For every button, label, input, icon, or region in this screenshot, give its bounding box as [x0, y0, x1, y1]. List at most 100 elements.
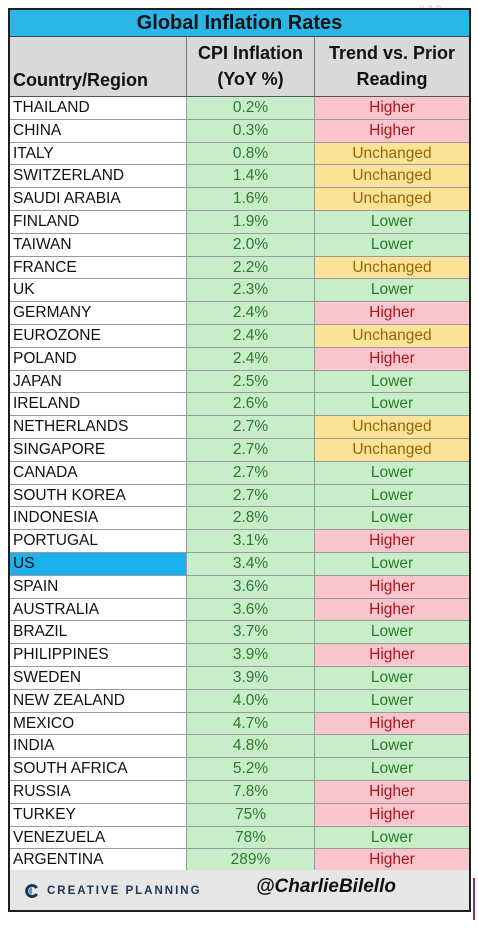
cell-trend: Unchanged — [315, 324, 469, 347]
cell-trend: Higher — [315, 803, 469, 826]
cell-country: SOUTH AFRICA — [10, 758, 187, 780]
brand-logo: CREATIVE PLANNING — [24, 883, 202, 899]
table-row: SOUTH KOREA 2.7% Lower — [10, 484, 469, 508]
table-body: THAILAND 0.2% Higher CHINA 0.3% Higher ITALY 0.… — [10, 97, 469, 873]
cell-trend: Higher — [315, 644, 469, 666]
cell-country: SINGAPORE — [10, 438, 187, 461]
cell-cpi: 2.4% — [187, 324, 315, 347]
table-title: Global Inflation Rates — [10, 10, 469, 37]
cell-country: SWITZERLAND — [10, 165, 187, 188]
cell-trend: Higher — [315, 530, 469, 552]
cell-trend: Higher — [315, 119, 469, 142]
cell-country: NEW ZEALAND — [10, 689, 187, 712]
cell-trend: Higher — [315, 780, 469, 803]
cell-cpi: 2.7% — [187, 416, 315, 438]
cell-country: BRAZIL — [10, 621, 187, 644]
cell-country: FRANCE — [10, 256, 187, 279]
cell-cpi: 4.0% — [187, 689, 315, 712]
table-row: PORTUGAL 3.1% Higher — [10, 530, 469, 553]
cell-country: INDIA — [10, 735, 187, 758]
cell-cpi: 5.2% — [187, 758, 315, 780]
cell-country: SWEDEN — [10, 666, 187, 689]
cell-trend: Lower — [315, 279, 469, 302]
cell-country: INDONESIA — [10, 507, 187, 530]
cell-country: PHILIPPINES — [10, 644, 187, 666]
cell-cpi: 3.4% — [187, 552, 315, 575]
cell-cpi: 7.8% — [187, 780, 315, 803]
table-row: TURKEY 75% Higher — [10, 803, 469, 827]
cell-trend: Lower — [315, 461, 469, 484]
cell-cpi: 1.4% — [187, 165, 315, 188]
cell-country: VENEZUELA — [10, 826, 187, 849]
edge-marker — [473, 878, 475, 920]
table-row: RUSSIA 7.8% Higher — [10, 780, 469, 804]
table-row: PHILIPPINES 3.9% Higher — [10, 644, 469, 667]
cell-trend: Higher — [315, 712, 469, 735]
cell-trend: Lower — [315, 552, 469, 575]
cell-country: TAIWAN — [10, 233, 187, 256]
table-row: IRELAND 2.6% Lower — [10, 393, 469, 417]
cell-trend: Higher — [315, 97, 469, 119]
cell-cpi: 2.7% — [187, 484, 315, 507]
table-row: EUROZONE 2.4% Unchanged — [10, 324, 469, 348]
cell-trend: Lower — [315, 484, 469, 507]
cell-cpi: 1.9% — [187, 210, 315, 233]
cell-cpi: 2.7% — [187, 438, 315, 461]
cell-trend: Higher — [315, 302, 469, 324]
table-row: FINLAND 1.9% Lower — [10, 210, 469, 234]
table-row: TAIWAN 2.0% Lower — [10, 233, 469, 257]
cell-cpi: 78% — [187, 826, 315, 849]
cell-country: US — [10, 552, 187, 575]
cell-country: JAPAN — [10, 370, 187, 393]
cell-cpi: 2.4% — [187, 302, 315, 324]
header-cpi: CPI Inflation (YoY %) — [187, 37, 315, 97]
cell-cpi: 4.8% — [187, 735, 315, 758]
header-cpi-line1: CPI Inflation — [198, 43, 303, 63]
table-row: SINGAPORE 2.7% Unchanged — [10, 438, 469, 462]
cell-trend: Unchanged — [315, 142, 469, 165]
cell-country: SAUDI ARABIA — [10, 188, 187, 210]
table-row: MEXICO 4.7% Higher — [10, 712, 469, 736]
cell-cpi: 2.6% — [187, 393, 315, 416]
table-row: NEW ZEALAND 4.0% Lower — [10, 689, 469, 713]
cell-cpi: 0.2% — [187, 97, 315, 119]
cell-trend: Unchanged — [315, 416, 469, 438]
cell-country: THAILAND — [10, 97, 187, 119]
cell-cpi: 2.4% — [187, 347, 315, 370]
creative-planning-logo-icon — [25, 884, 38, 898]
cell-cpi: 3.1% — [187, 530, 315, 552]
cell-trend: Lower — [315, 370, 469, 393]
cell-trend: Lower — [315, 233, 469, 256]
table-row: VENEZUELA 78% Lower — [10, 826, 469, 850]
table-row: NETHERLANDS 2.7% Unchanged — [10, 416, 469, 439]
cell-cpi: 4.7% — [187, 712, 315, 735]
table-row: GERMANY 2.4% Higher — [10, 302, 469, 325]
cell-trend: Lower — [315, 621, 469, 644]
table-row: US 3.4% Lower — [10, 552, 469, 576]
cell-trend: Unchanged — [315, 165, 469, 188]
cell-cpi: 3.6% — [187, 598, 315, 621]
cell-cpi: 289% — [187, 849, 315, 872]
table-row: SPAIN 3.6% Higher — [10, 575, 469, 599]
table-row: FRANCE 2.2% Unchanged — [10, 256, 469, 280]
cell-country: ITALY — [10, 142, 187, 165]
table-row: SWEDEN 3.9% Lower — [10, 666, 469, 690]
cell-country: EUROZONE — [10, 324, 187, 347]
table-row: SAUDI ARABIA 1.6% Unchanged — [10, 188, 469, 211]
cell-country: ARGENTINA — [10, 849, 187, 872]
cell-country: SPAIN — [10, 575, 187, 598]
table-row: SWITZERLAND 1.4% Unchanged — [10, 165, 469, 189]
header-trend-line2: Reading — [356, 69, 428, 89]
cell-cpi: 3.9% — [187, 666, 315, 689]
cell-country: NETHERLANDS — [10, 416, 187, 438]
cell-trend: Lower — [315, 210, 469, 233]
cell-trend: Lower — [315, 507, 469, 530]
table-row: AUSTRALIA 3.6% Higher — [10, 598, 469, 622]
table-row: ITALY 0.8% Unchanged — [10, 142, 469, 166]
table-row: INDONESIA 2.8% Lower — [10, 507, 469, 531]
cell-trend: Lower — [315, 826, 469, 849]
header-country-label: Country/Region — [13, 70, 148, 90]
cell-country: RUSSIA — [10, 780, 187, 803]
header-cpi-line2: (YoY %) — [217, 69, 284, 89]
cell-country: PORTUGAL — [10, 530, 187, 552]
